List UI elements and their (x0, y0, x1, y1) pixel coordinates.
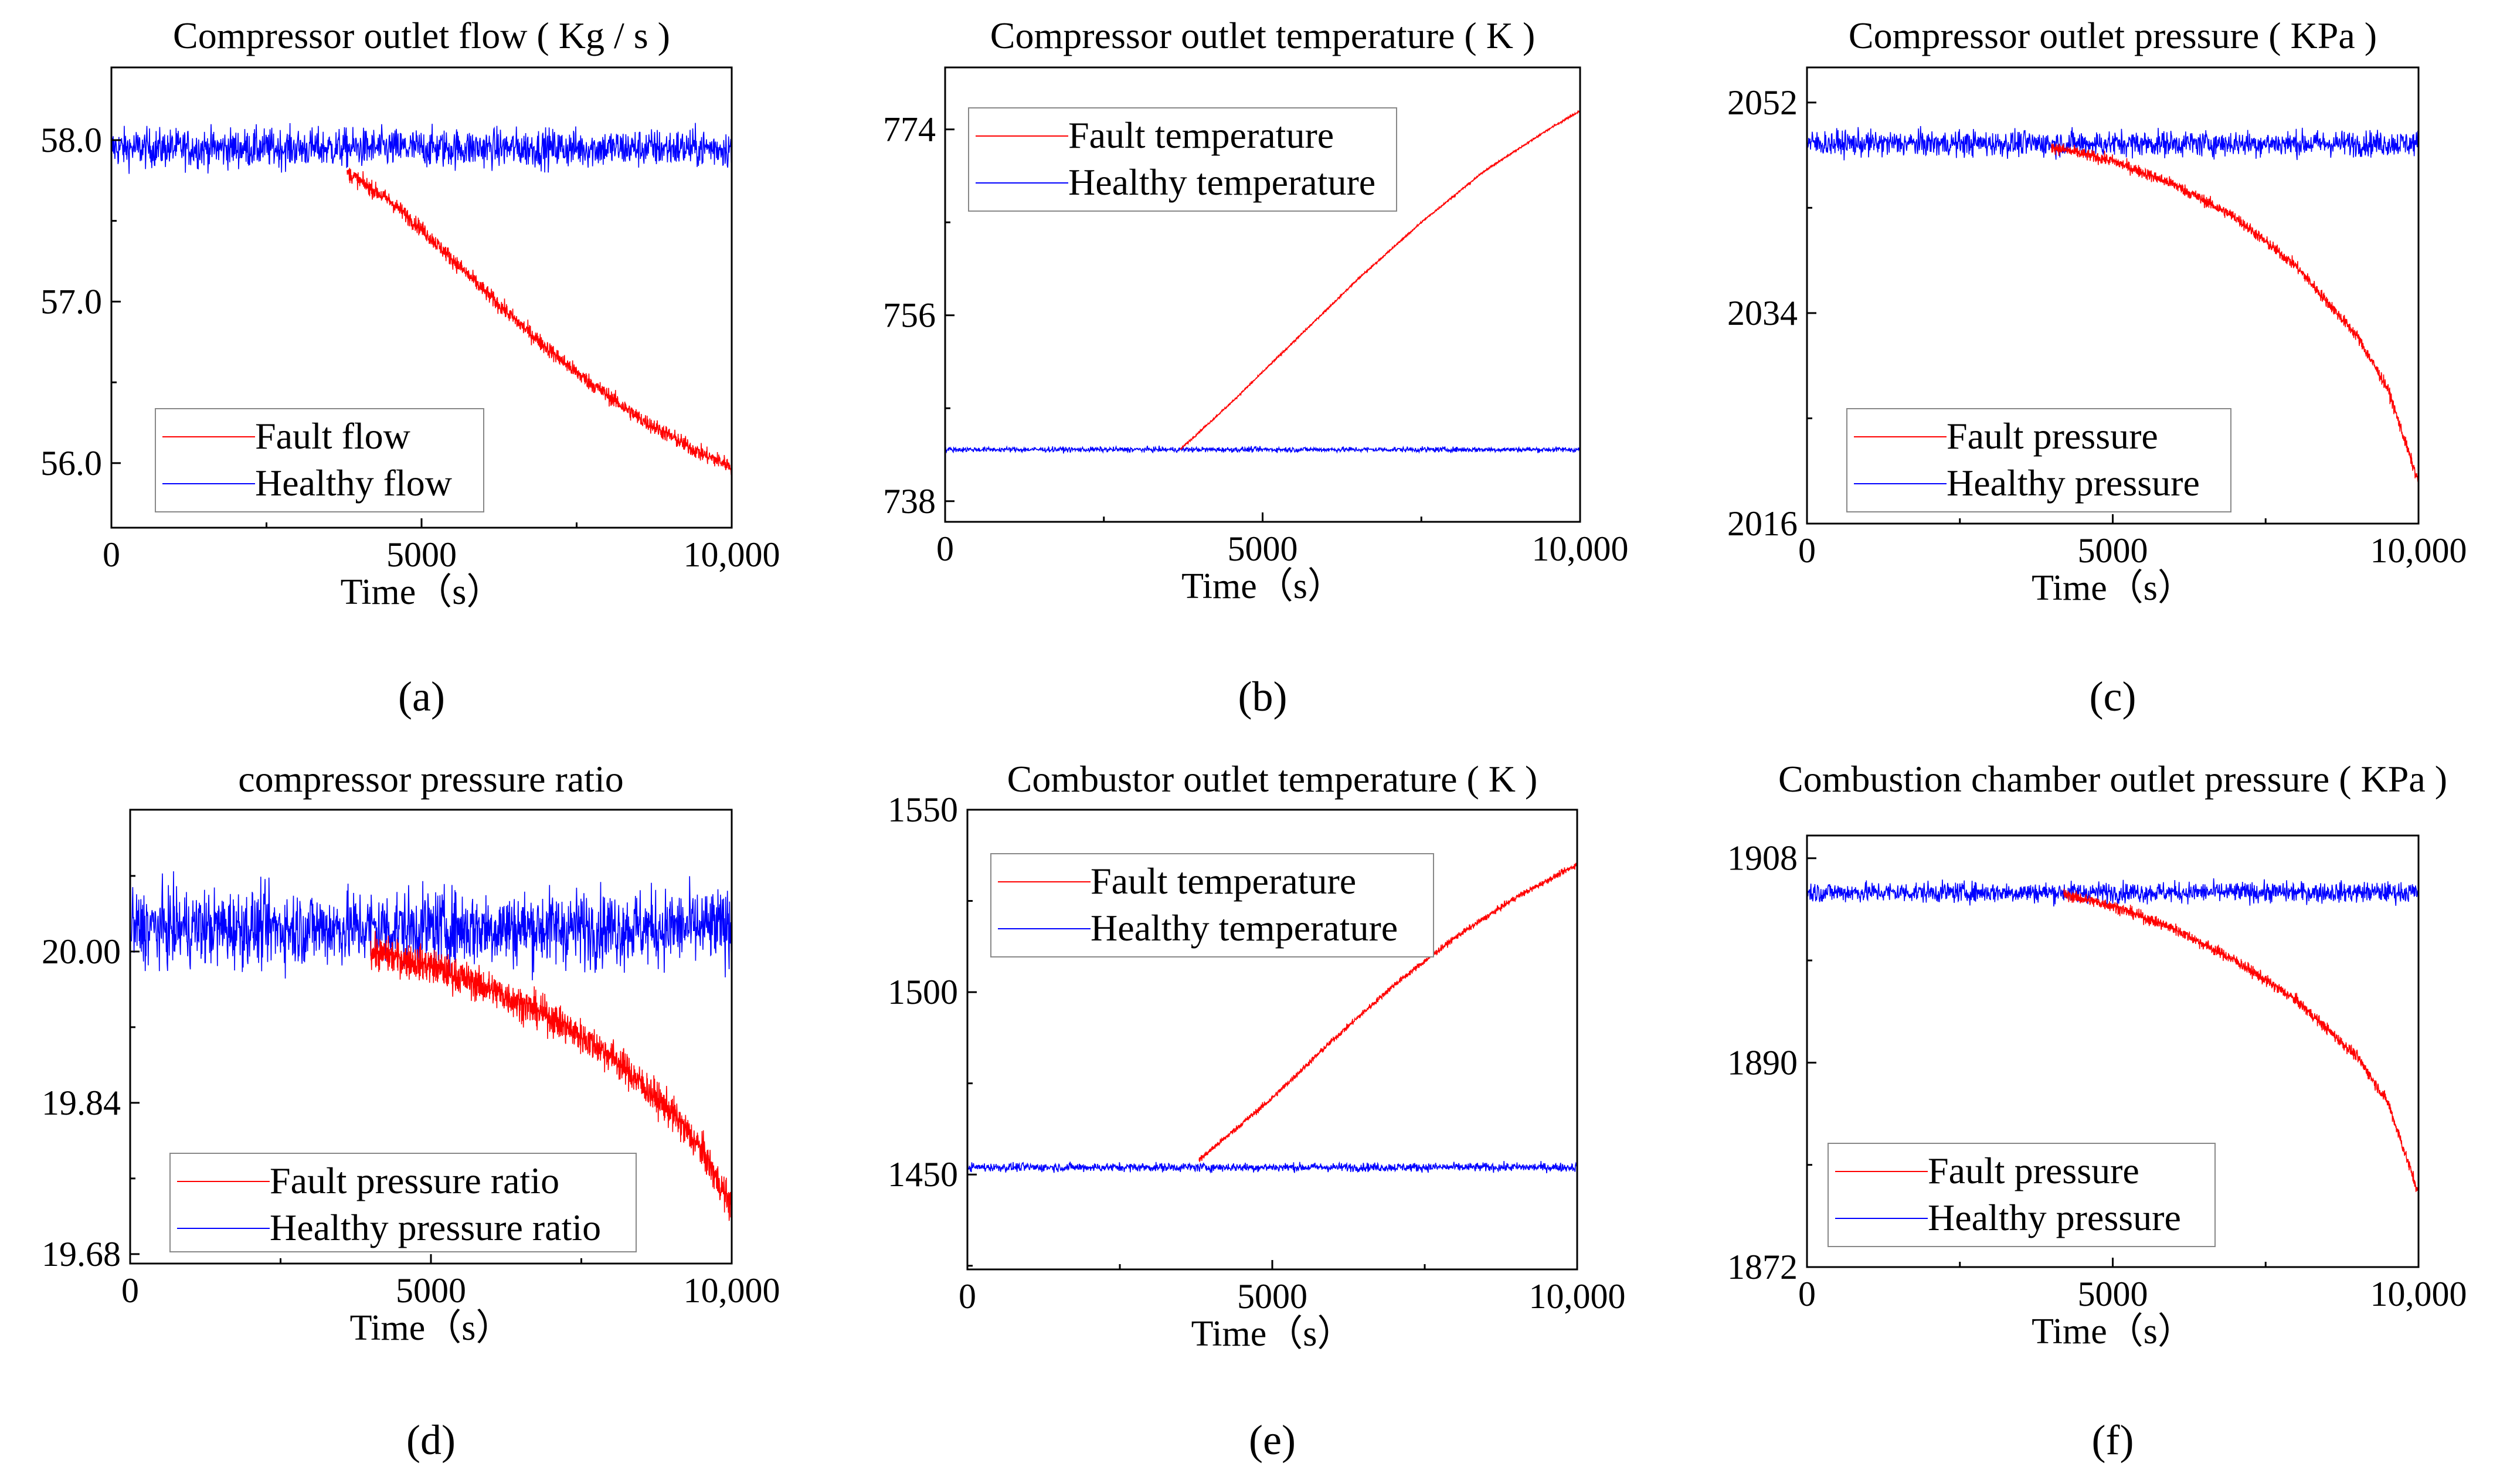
legend-box-a (155, 408, 484, 512)
legend-label-f: Healthy pressure (1928, 1197, 2181, 1238)
x-tick-label-d: 10,000 (684, 1271, 780, 1310)
x-axis-label-a: Time（s） (341, 572, 503, 612)
series-line-f-fault-pressure (2063, 888, 2419, 1193)
legend-b: Fault temperature Healthy temperature (968, 107, 1397, 212)
y-tick-label-b: 738 (883, 482, 936, 521)
panel-label-e: (e) (1249, 1417, 1296, 1463)
panel-label-b: (b) (1238, 673, 1288, 720)
chart-panel-f: Combustion chamber outlet pressure ( KPa… (1727, 758, 2467, 1463)
x-tick-label-b: 5000 (1228, 529, 1298, 568)
x-tick-label-c: 10,000 (2370, 531, 2467, 570)
chart-title-c: Compressor outlet pressure ( KPa ) (1849, 15, 2377, 56)
legend-label-b: Healthy temperature (1068, 161, 1375, 203)
series-line-a-healthy-flow (111, 123, 732, 174)
chart-panel-c: Compressor outlet pressure ( KPa ) 0 5000 1… (1727, 15, 2467, 720)
panel-label-a: (a) (398, 673, 445, 720)
x-tick-label-b: 10,000 (1532, 529, 1629, 568)
series-line-c-fault-pressure (2051, 143, 2419, 488)
x-tick-label-b: 0 (936, 529, 954, 568)
x-axis-label-b: Time（s） (1181, 566, 1344, 606)
x-axis-label-f: Time（s） (2032, 1312, 2194, 1351)
legend-label-e: Fault temperature (1091, 860, 1356, 902)
legend-box-f (1828, 1143, 2216, 1247)
legend-label-a: Healthy flow (255, 462, 452, 504)
x-tick-label-c: 0 (1798, 531, 1816, 570)
y-tick-label-e: 1500 (888, 973, 958, 1011)
chart-panel-b: Compressor outlet temperature ( K ) 0 5000… (883, 15, 1629, 720)
y-tick-label-b: 774 (883, 110, 936, 149)
legend-label-a: Fault flow (255, 415, 410, 457)
chart-title-d: compressor pressure ratio (238, 758, 624, 800)
legend-label-f: Fault pressure (1928, 1150, 2139, 1191)
legend-f: Fault pressure Healthy pressure (1828, 1143, 2216, 1247)
y-tick-label-c: 2052 (1727, 83, 1798, 122)
chart-panel-e: Combustor outlet temperature ( K ) 0 5000 1… (888, 758, 1626, 1463)
series-line-c-healthy-pressure (1807, 125, 2419, 161)
chart-title-b: Compressor outlet temperature ( K ) (990, 15, 1536, 56)
chart-title-f: Combustion chamber outlet pressure ( KPa… (1778, 758, 2447, 800)
x-tick-label-f: 5000 (2078, 1275, 2148, 1313)
y-tick-label-d: 19.68 (42, 1235, 121, 1274)
x-tick-label-e: 10,000 (1529, 1277, 1626, 1316)
x-tick-label-e: 0 (959, 1277, 976, 1316)
y-tick-label-d: 20.00 (42, 932, 121, 971)
panel-label-d: (d) (406, 1417, 456, 1463)
y-tick-label-a: 57.0 (40, 282, 102, 321)
y-tick-label-b: 756 (883, 296, 936, 335)
series-line-d-healthy-pressure-ratio (130, 871, 732, 980)
y-tick-label-f: 1908 (1727, 839, 1798, 878)
legend-box-c (1846, 408, 2231, 512)
legend-label-d: Fault pressure ratio (270, 1160, 559, 1201)
y-tick-label-d: 19.84 (42, 1084, 121, 1122)
chart-panel-a: Compressor outlet flow ( Kg / s ) 0 5000 10… (40, 15, 780, 720)
legend-e: Fault temperature Healthy temperature (990, 853, 1434, 957)
x-axis-label-c: Time（s） (2032, 568, 2194, 608)
y-tick-label-c: 2034 (1727, 294, 1798, 332)
x-tick-label-a: 0 (103, 535, 120, 574)
x-tick-label-f: 0 (1798, 1275, 1816, 1313)
series-line-e-fault-temperature (1198, 862, 1577, 1162)
series-line-a-fault-flow (347, 168, 732, 476)
y-tick-label-a: 58.0 (40, 121, 102, 159)
panel-label-f: (f) (2092, 1417, 2134, 1463)
legend-box-e (990, 853, 1434, 957)
x-tick-label-d: 0 (121, 1271, 139, 1310)
legend-label-b: Fault temperature (1068, 114, 1334, 156)
legend-a: Fault flow Healthy flow (155, 408, 484, 512)
chart-title-e: Combustor outlet temperature ( K ) (1007, 758, 1538, 800)
legend-label-c: Fault pressure (1947, 415, 2158, 457)
y-tick-label-a: 56.0 (40, 444, 102, 483)
x-tick-label-d: 5000 (396, 1271, 466, 1310)
chart-panel-d: compressor pressure ratio 0 5000 10,000 19.6… (42, 758, 780, 1463)
y-tick-label-e: 1450 (888, 1155, 958, 1194)
legend-label-e: Healthy temperature (1091, 907, 1398, 949)
series-line-b-healthy-temperature (945, 445, 1580, 454)
series-line-f-healthy-pressure (1807, 878, 2419, 907)
y-tick-label-f: 1872 (1727, 1248, 1798, 1286)
series-line-e-healthy-temperature (967, 1161, 1577, 1174)
series-line-d-fault-pressure-ratio (370, 931, 732, 1221)
x-tick-label-c: 5000 (2078, 531, 2148, 570)
x-tick-label-f: 10,000 (2370, 1275, 2467, 1313)
y-tick-label-c: 2016 (1727, 504, 1798, 543)
x-axis-label-d: Time（s） (350, 1308, 512, 1348)
y-tick-label-e: 1550 (888, 790, 958, 829)
legend-box-b (968, 107, 1397, 212)
x-tick-label-a: 5000 (386, 535, 457, 574)
x-axis-label-e: Time（s） (1191, 1314, 1354, 1354)
x-tick-label-e: 5000 (1237, 1277, 1307, 1316)
series-line-b-fault-temperature (1180, 109, 1580, 450)
legend-label-c: Healthy pressure (1947, 462, 2200, 504)
y-tick-label-f: 1890 (1727, 1043, 1798, 1082)
x-tick-label-a: 10,000 (684, 535, 780, 574)
legend-label-d: Healthy pressure ratio (270, 1207, 601, 1248)
chart-title-a: Compressor outlet flow ( Kg / s ) (173, 15, 670, 56)
legend-box-d (169, 1153, 637, 1252)
legend-d: Fault pressure ratio Healthy pressure rat… (169, 1153, 637, 1252)
legend-c: Fault pressure Healthy pressure (1846, 408, 2231, 512)
panel-label-c: (c) (2090, 673, 2136, 720)
